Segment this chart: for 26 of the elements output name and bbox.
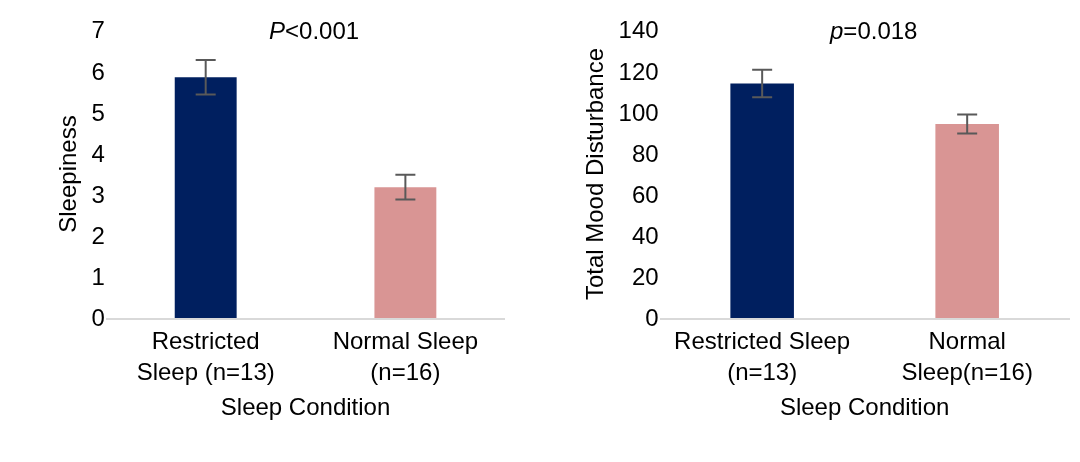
x-tick-label: Normal Sleep (n=16) xyxy=(332,326,479,385)
x-axis-title: Sleep Condition xyxy=(220,392,391,420)
y-tick-label: 2 xyxy=(91,222,105,250)
y-axis-title: Sleepiness xyxy=(53,115,81,233)
y-tick-label: 7 xyxy=(91,16,105,44)
annotation: P<0.001 xyxy=(269,17,360,44)
y-tick-label: 0 xyxy=(645,304,659,332)
y-tick-label: 3 xyxy=(91,180,105,208)
y-tick-label: 20 xyxy=(631,263,659,291)
x-tick-label: Restricted Sleep (n=13) xyxy=(136,326,275,385)
y-tick-label: 140 xyxy=(618,16,659,44)
y-tick-label: 100 xyxy=(618,98,659,126)
y-tick-label: 60 xyxy=(631,180,659,208)
y-tick-label: 5 xyxy=(91,98,105,126)
y-tick-label: 40 xyxy=(631,222,659,250)
x-tick-label: Restricted Sleep (n=13) xyxy=(674,326,851,385)
y-tick-label: 4 xyxy=(91,139,105,167)
y-tick-label: 6 xyxy=(91,57,105,85)
y-tick-label: 80 xyxy=(631,139,659,167)
y-tick-label: 0 xyxy=(91,304,105,332)
x-axis-title: Sleep Condition xyxy=(779,392,950,420)
y-tick-label: 1 xyxy=(91,263,105,291)
y-axis-title: Total Mood Disturbance xyxy=(580,47,608,301)
x-tick-label: Normal Sleep(n=16) xyxy=(901,326,1033,385)
annotation: p=0.018 xyxy=(829,17,918,44)
y-tick-label: 120 xyxy=(618,57,659,85)
